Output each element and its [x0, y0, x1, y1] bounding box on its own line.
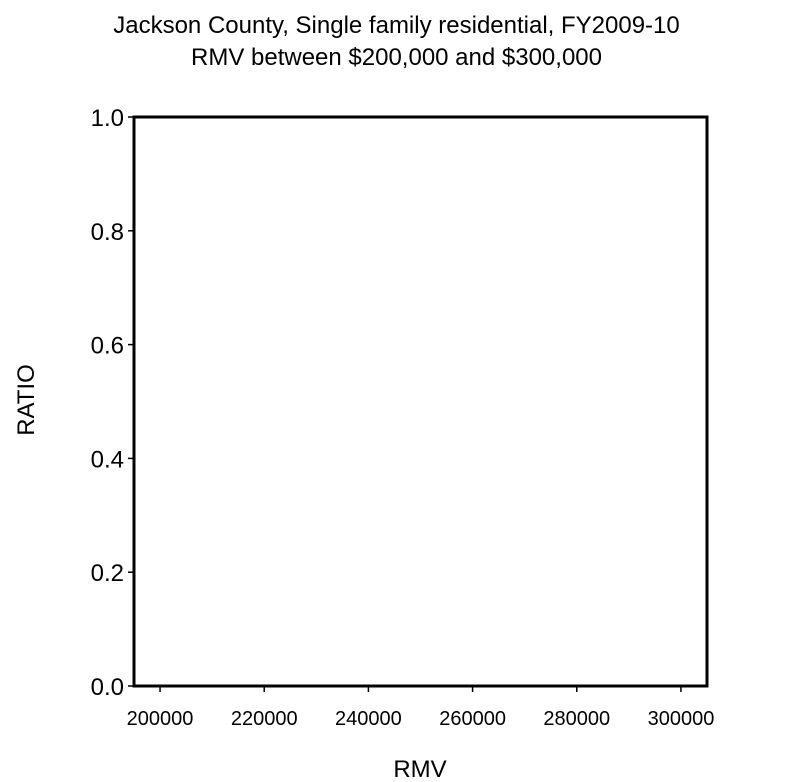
y-tick-label: 0.8 [91, 219, 124, 246]
x-tick-label: 240000 [335, 708, 402, 730]
chart-title: Jackson County, Single family residentia… [113, 12, 680, 39]
x-tick-label: 220000 [231, 708, 298, 730]
y-tick-label: 1.0 [91, 105, 124, 132]
x-tick-label: 280000 [543, 708, 610, 730]
x-tick-label: 260000 [439, 708, 506, 730]
y-axis-label: RATIO [13, 364, 40, 436]
x-tick-label: 300000 [648, 708, 715, 730]
plot-area [132, 115, 709, 688]
y-tick-label: 0.2 [91, 560, 124, 587]
y-tick-label: 0.0 [91, 674, 124, 701]
x-axis-label: RMV [393, 756, 446, 782]
y-tick-label: 0.4 [91, 446, 124, 473]
y-tick-label: 0.6 [91, 333, 124, 360]
chart-subtitle: RMV between $200,000 and $300,000 [191, 44, 602, 71]
x-tick-label: 200000 [127, 708, 194, 730]
